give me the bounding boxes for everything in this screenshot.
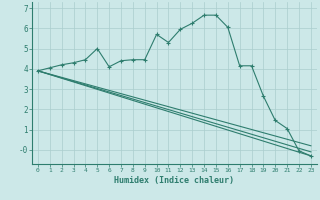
X-axis label: Humidex (Indice chaleur): Humidex (Indice chaleur)	[115, 176, 234, 185]
